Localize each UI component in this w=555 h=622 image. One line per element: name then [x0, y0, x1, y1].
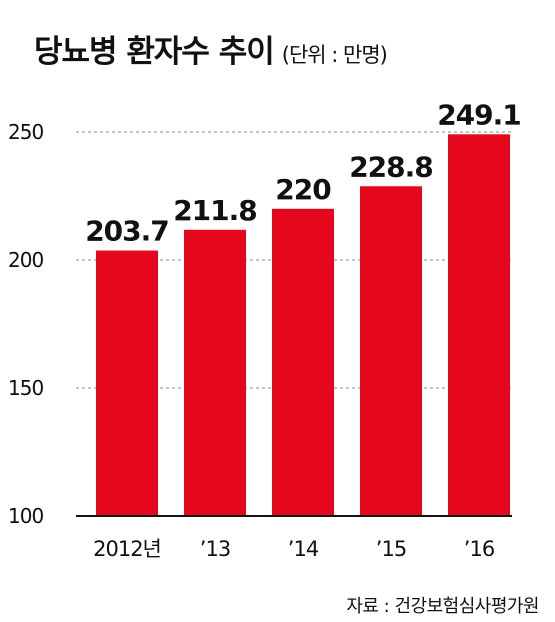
y-tick-label: 150 — [8, 376, 43, 400]
bar-value-label: 220 — [275, 173, 331, 206]
bar — [448, 134, 510, 516]
y-tick-label: 100 — [8, 504, 43, 528]
bar-value-label: 249.1 — [437, 98, 521, 131]
source-note: 자료 : 건강보험심사평가원 — [346, 596, 539, 617]
bar-value-label: 203.7 — [85, 215, 169, 248]
y-tick-label: 200 — [8, 248, 43, 272]
bar-value-label: 211.8 — [173, 194, 257, 227]
x-tick-label: 2012년 — [93, 537, 161, 561]
bar — [184, 229, 246, 517]
bar-value-label: 228.8 — [349, 150, 433, 183]
x-tick-label: ’14 — [288, 537, 319, 561]
chart-title: 당뇨병 환자수 추이 — [34, 34, 275, 70]
x-tick-label: ’16 — [464, 537, 495, 561]
bar — [96, 250, 158, 516]
x-tick-label: ’13 — [200, 537, 230, 561]
x-tick-label: ’15 — [376, 537, 406, 561]
bar — [272, 208, 334, 517]
chart-title-area: 당뇨병 환자수 추이 (단위 : 만명) — [34, 26, 388, 71]
chart-unit-label: (단위 : 만명) — [281, 43, 388, 67]
y-tick-label: 250 — [8, 120, 43, 144]
bar — [360, 186, 422, 516]
